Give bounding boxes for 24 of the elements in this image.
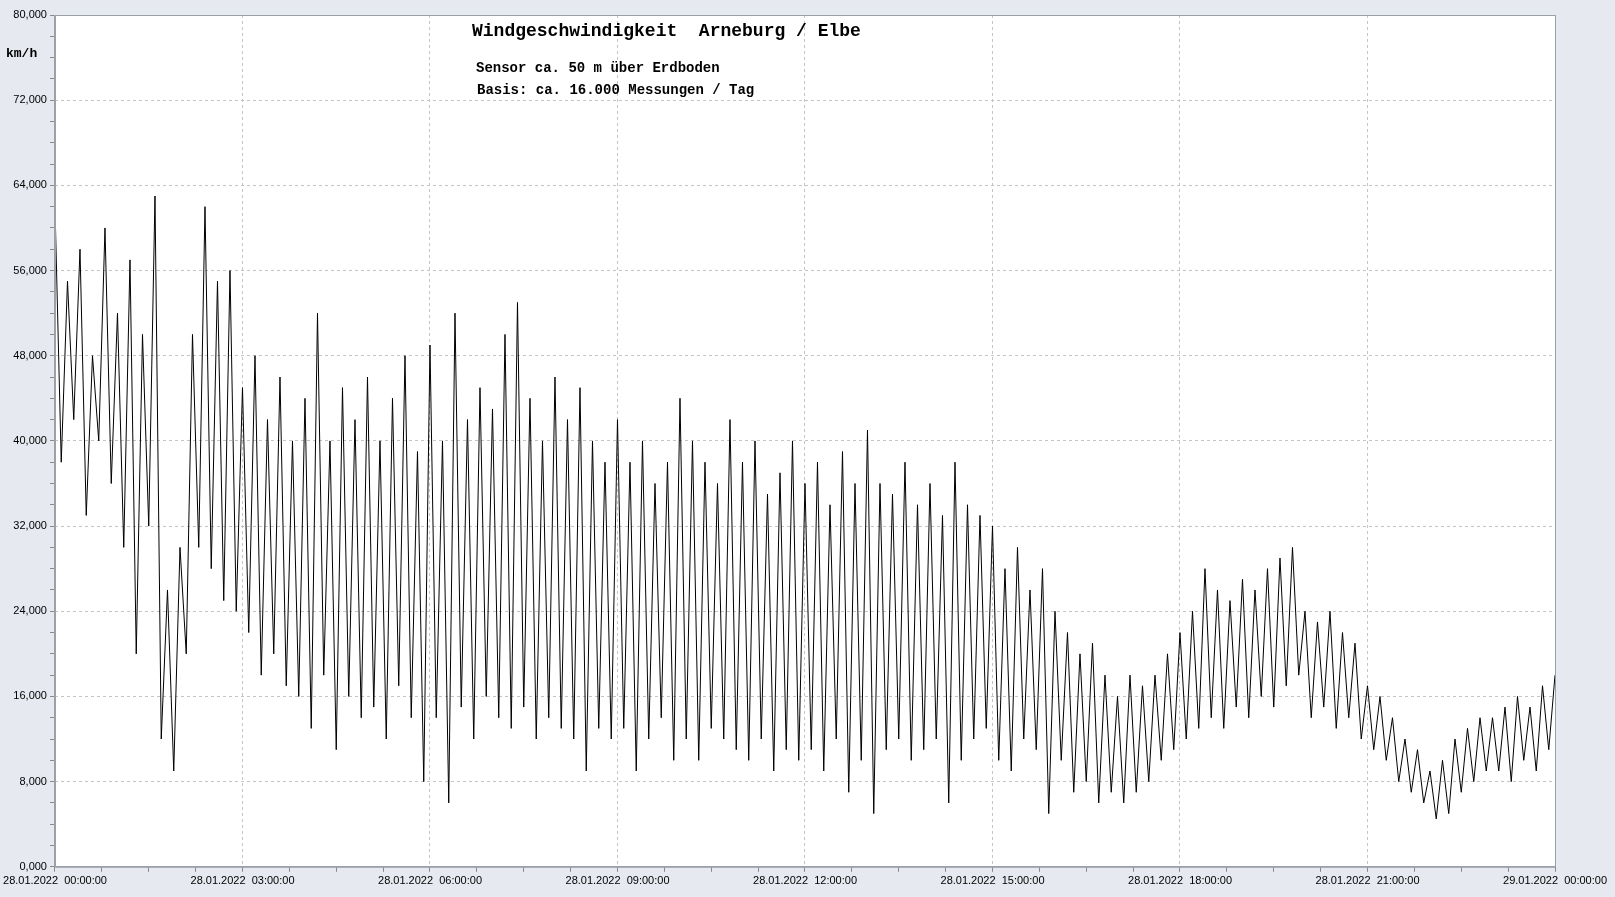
y-tick-label: 80,000 xyxy=(13,8,47,21)
y-tick-label: 48,000 xyxy=(13,348,47,361)
x-tick-label: 28.01.2022 00:00:00 xyxy=(3,874,107,887)
x-tick-label: 28.01.2022 15:00:00 xyxy=(940,874,1045,887)
y-tick-label: 56,000 xyxy=(13,263,47,276)
x-tick-label: 28.01.2022 06:00:00 xyxy=(378,874,482,887)
y-tick-label: 24,000 xyxy=(13,604,47,617)
x-tick-label: 28.01.2022 12:00:00 xyxy=(753,874,857,887)
y-axis-title: km/h xyxy=(6,46,38,61)
text: Sensor ca. 50 m über Erdboden xyxy=(476,60,720,76)
y-tick-label: 72,000 xyxy=(13,93,47,106)
y-tick-label: 32,000 xyxy=(13,519,47,532)
x-tick-label: 28.01.2022 18:00:00 xyxy=(1128,874,1232,887)
chart-title: Windgeschwindigkeit Arneburg / Elbe xyxy=(472,21,861,41)
x-tick-label: 28.01.2022 21:00:00 xyxy=(1315,874,1420,887)
y-tick-label: 8,000 xyxy=(19,774,47,787)
x-tick-label: 29.01.2022 00:00:00 xyxy=(1503,874,1607,887)
x-tick-label: 28.01.2022 03:00:00 xyxy=(190,874,295,887)
annotation: Basis: ca. 16.000 Messungen / Tag xyxy=(477,82,755,98)
y-tick-label: 16,000 xyxy=(13,689,47,702)
y-tick-label: 64,000 xyxy=(13,178,47,191)
x-tick-label: 28.01.2022 09:00:00 xyxy=(565,874,670,887)
y-tick-label: 40,000 xyxy=(13,433,47,446)
y-tick-label: 0,000 xyxy=(19,859,47,872)
